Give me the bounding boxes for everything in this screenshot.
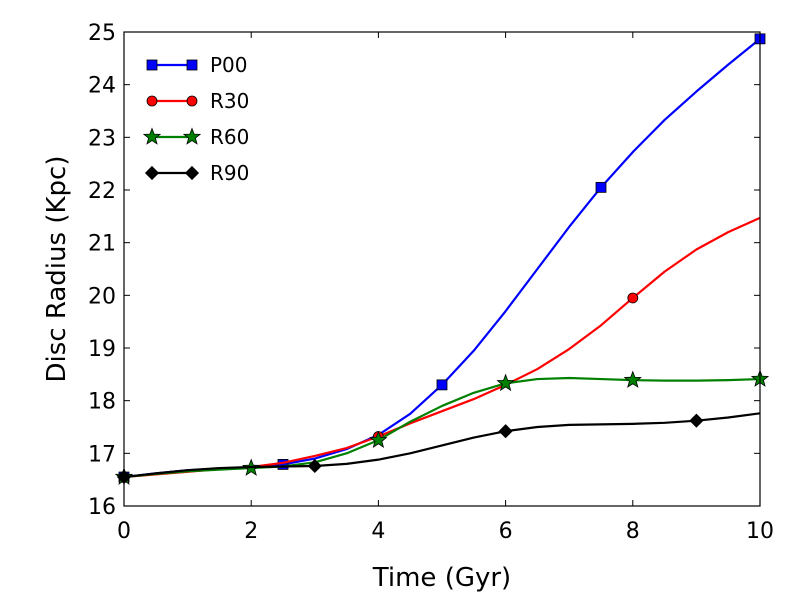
series-marker-r60-3 [496,373,515,392]
series-marker-r30-2 [627,292,639,304]
legend: P00 R30 R60 R90 [142,53,249,185]
series-marker-r90-1 [307,458,322,474]
legend-marker-right-r90 [184,165,200,181]
legend-label-r90: R90 [210,161,249,185]
legend-marker-right-r30 [186,95,198,107]
y-tick-label-3: 19 [88,337,116,362]
series-line-r90 [123,412,761,479]
series-marker-r90-3 [689,413,704,428]
series-layer [114,33,770,485]
x-tick-label-2: 4 [371,519,385,544]
legend-marker-left-p00 [146,59,158,71]
x-tick-label-3: 6 [499,519,513,544]
y-tick-label-2: 18 [88,390,116,415]
legend-marker-left-r90 [144,165,160,181]
y-tick-label-6: 22 [88,179,116,204]
series-marker-p00-2 [436,379,448,391]
legend-label-r60: R60 [210,125,249,149]
legend-marker-right-r60 [182,127,202,145]
y-tick-label-1: 17 [88,442,116,467]
legend-marker-left-r60 [142,127,162,145]
y-tick-label-5: 21 [88,232,116,257]
y-tick-label-0: 16 [88,495,116,520]
legend-label-p00: P00 [210,53,248,77]
series-line-r30 [123,216,761,479]
plot-frame [123,31,761,507]
series-marker-r60-2 [369,430,388,448]
x-tick-label-4: 8 [626,519,640,544]
series-marker-p00-1 [277,458,289,470]
y-tick-label-8: 24 [88,74,116,99]
series-marker-p00-3 [595,181,607,193]
y-tick-label-9: 25 [88,21,116,46]
series-line-r60 [123,376,761,479]
series-marker-r90-2 [498,424,513,439]
legend-marker-left-r30 [146,95,158,107]
y-tick-label-7: 23 [88,126,116,151]
x-tick-label-1: 2 [244,519,258,544]
y-axis-title: Disc Radius (Kpc) [42,156,72,383]
legend-label-r30: R30 [210,89,249,113]
x-axis-title: Time (Gyr) [372,563,511,593]
series-marker-r60-4 [623,370,642,388]
x-tick-label-5: 10 [746,519,774,544]
x-tick-label-0: 0 [117,519,131,544]
y-tick-label-4: 20 [88,284,116,309]
legend-marker-right-p00 [186,59,198,71]
